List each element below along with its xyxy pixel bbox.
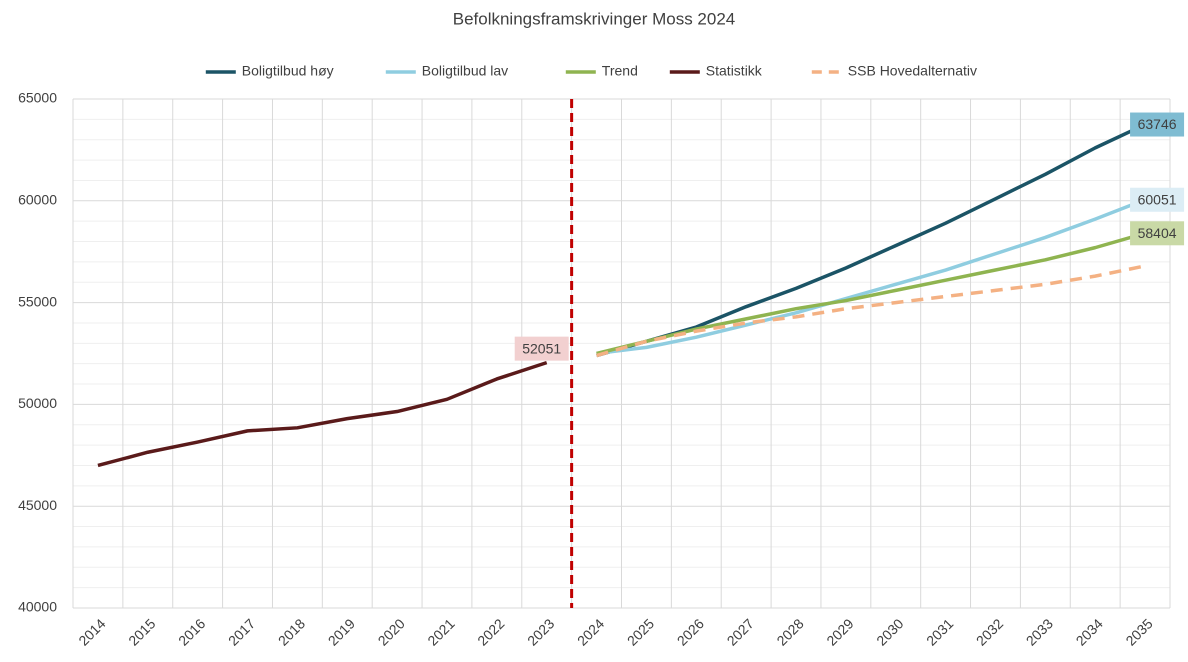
data-label: 60051	[1138, 191, 1177, 207]
data-label: 52051	[522, 340, 561, 356]
x-tick-label: 2026	[674, 615, 707, 648]
x-tick-label: 2018	[275, 615, 308, 648]
x-tick-label: 2019	[325, 615, 358, 648]
series-line	[596, 198, 1146, 356]
data-label-group: 60051	[1130, 187, 1185, 212]
x-tick-label: 2035	[1122, 615, 1155, 648]
x-tick-label: 2016	[175, 615, 208, 648]
x-tick-label: 2017	[225, 615, 258, 648]
data-label: 58404	[1138, 225, 1177, 241]
legend-label: Statistikk	[706, 63, 763, 79]
x-tick-label: 2032	[973, 615, 1006, 648]
data-label-group: 63746	[1130, 112, 1185, 137]
y-tick-label: 50000	[18, 395, 57, 411]
x-tick-label: 2024	[574, 615, 607, 648]
x-tick-label: 2031	[923, 615, 956, 648]
x-tick-label: 2020	[375, 615, 408, 648]
x-tick-label: 2015	[125, 615, 158, 648]
x-tick-label: 2033	[1023, 615, 1056, 648]
x-tick-label: 2025	[624, 615, 657, 648]
x-tick-label: 2029	[823, 615, 856, 648]
x-tick-label: 2022	[474, 615, 507, 648]
x-tick-label: 2030	[873, 615, 906, 648]
data-label-group: 58404	[1130, 221, 1185, 246]
legend-label: Boligtilbud høy	[242, 63, 334, 79]
data-label-box	[514, 336, 569, 361]
y-tick-label: 45000	[18, 497, 57, 513]
x-tick-label: 2028	[773, 615, 806, 648]
chart-title: Befolkningsframskrivinger Moss 2024	[453, 9, 736, 28]
series-line	[596, 264, 1146, 358]
series-line	[596, 231, 1146, 356]
data-label-box	[1130, 187, 1185, 212]
x-tick-label: 2014	[75, 615, 108, 648]
y-tick-label: 65000	[18, 90, 57, 106]
legend-label: Trend	[602, 63, 638, 79]
y-tick-label: 40000	[18, 599, 57, 615]
data-label-box	[1130, 112, 1185, 137]
x-tick-label: 2027	[724, 615, 757, 648]
data-label-box	[1130, 221, 1185, 246]
legend-label: SSB Hovedalternativ	[848, 63, 977, 79]
x-tick-label: 2023	[524, 615, 557, 648]
y-tick-label: 55000	[18, 293, 57, 309]
legend-label: Boligtilbud lav	[422, 63, 508, 79]
data-label-group: 52051	[514, 336, 569, 361]
series-line	[97, 360, 548, 468]
y-tick-label: 60000	[18, 192, 57, 208]
x-tick-label: 2021	[424, 615, 457, 648]
x-tick-label: 2034	[1073, 615, 1106, 648]
data-label: 63746	[1138, 116, 1177, 132]
